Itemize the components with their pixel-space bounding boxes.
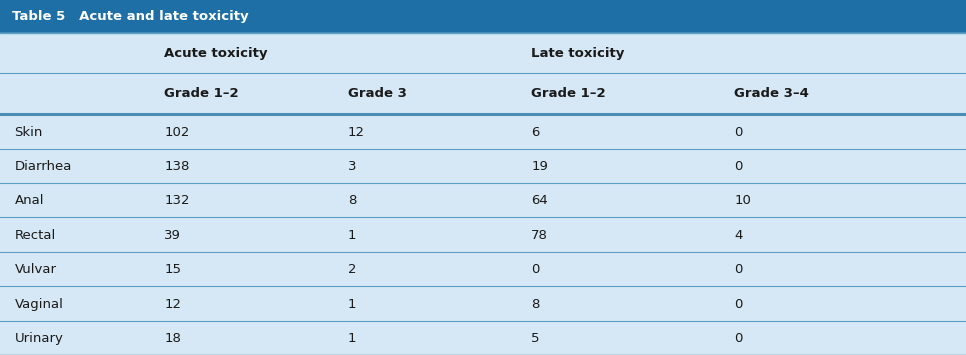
Text: 12: 12 — [164, 297, 182, 311]
Text: Table 5   Acute and late toxicity: Table 5 Acute and late toxicity — [12, 10, 248, 23]
Text: 132: 132 — [164, 195, 189, 207]
Text: Anal: Anal — [14, 195, 44, 207]
Text: 8: 8 — [348, 195, 356, 207]
Text: Vulvar: Vulvar — [14, 263, 56, 276]
Text: Grade 3–4: Grade 3–4 — [734, 87, 810, 100]
Text: Grade 3: Grade 3 — [348, 87, 407, 100]
Text: 1: 1 — [348, 332, 356, 345]
Text: 10: 10 — [734, 195, 751, 207]
Bar — [0, 321, 966, 355]
Text: 19: 19 — [531, 160, 548, 173]
Text: 0: 0 — [531, 263, 540, 276]
Text: 6: 6 — [531, 126, 540, 139]
Text: Vaginal: Vaginal — [14, 297, 64, 311]
Bar — [0, 149, 966, 183]
Text: 0: 0 — [734, 126, 743, 139]
Text: Grade 1–2: Grade 1–2 — [164, 87, 239, 100]
Text: Rectal: Rectal — [14, 229, 56, 242]
Text: 4: 4 — [734, 229, 743, 242]
Bar — [0, 218, 966, 252]
Text: 5: 5 — [531, 332, 540, 345]
Text: Skin: Skin — [14, 126, 43, 139]
Text: 8: 8 — [531, 297, 540, 311]
Text: 102: 102 — [164, 126, 189, 139]
Text: 3: 3 — [348, 160, 356, 173]
Text: 2: 2 — [348, 263, 356, 276]
Bar — [0, 183, 966, 218]
Text: 15: 15 — [164, 263, 182, 276]
Bar — [0, 0, 966, 33]
Text: Urinary: Urinary — [14, 332, 64, 345]
Text: 0: 0 — [734, 263, 743, 276]
Text: 18: 18 — [164, 332, 181, 345]
Text: Diarrhea: Diarrhea — [14, 160, 71, 173]
Text: 64: 64 — [531, 195, 548, 207]
Text: 0: 0 — [734, 160, 743, 173]
Text: 39: 39 — [164, 229, 181, 242]
Bar — [0, 33, 966, 73]
Text: 0: 0 — [734, 332, 743, 345]
Bar — [0, 73, 966, 114]
Bar — [0, 252, 966, 286]
Text: Acute toxicity: Acute toxicity — [164, 47, 268, 60]
Bar — [0, 286, 966, 321]
Text: Grade 1–2: Grade 1–2 — [531, 87, 606, 100]
Text: 78: 78 — [531, 229, 548, 242]
Text: 1: 1 — [348, 229, 356, 242]
Text: 12: 12 — [348, 126, 365, 139]
Bar — [0, 114, 966, 149]
Text: Late toxicity: Late toxicity — [531, 47, 625, 60]
Text: 0: 0 — [734, 297, 743, 311]
Text: 1: 1 — [348, 297, 356, 311]
Text: 138: 138 — [164, 160, 189, 173]
